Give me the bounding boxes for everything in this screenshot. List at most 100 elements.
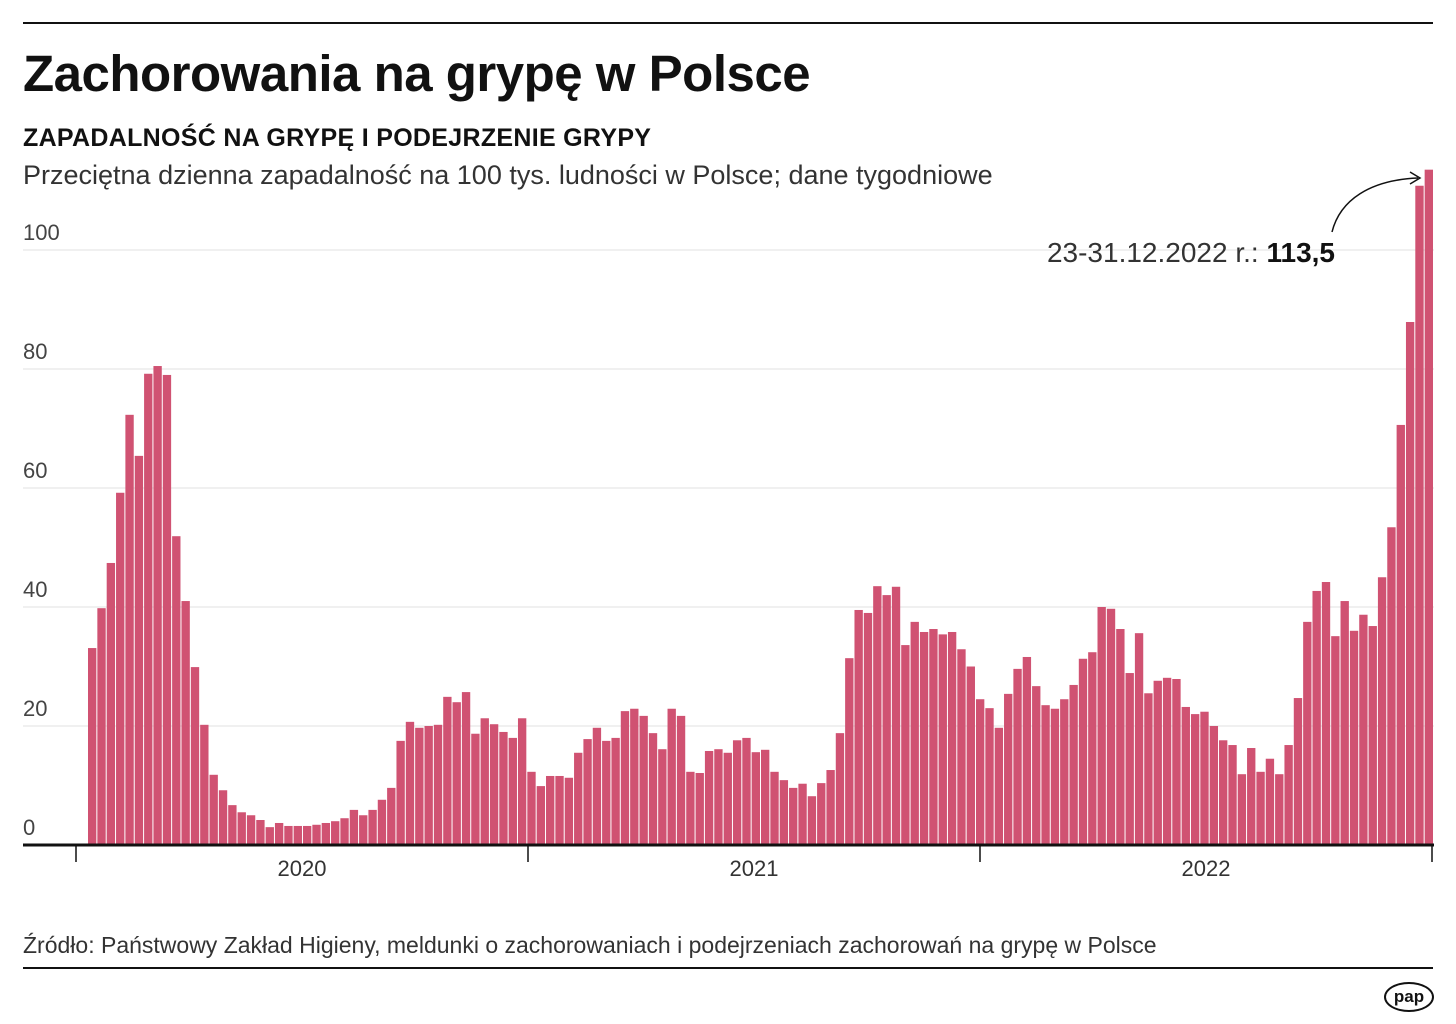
y-tick-label: 80 — [23, 339, 47, 364]
peak-annotation: 23-31.12.2022 r.: 113,5 — [1047, 171, 1422, 268]
bar — [620, 711, 630, 845]
bar — [798, 783, 807, 845]
bar — [368, 809, 377, 845]
bar — [910, 621, 919, 845]
annotation-label: 23-31.12.2022 r.: — [1047, 237, 1267, 268]
y-tick-label: 0 — [23, 815, 35, 840]
bar — [274, 822, 284, 845]
bar — [863, 612, 873, 845]
bar — [424, 726, 433, 845]
bar — [676, 715, 686, 845]
bar — [658, 749, 667, 845]
bar — [947, 631, 957, 845]
y-tick-label: 20 — [23, 696, 47, 721]
bar — [1162, 677, 1172, 845]
bar — [639, 715, 648, 845]
bar — [994, 727, 1004, 845]
bar — [592, 727, 602, 845]
bar — [583, 739, 592, 845]
bar — [1377, 577, 1387, 845]
x-tick-label: 2022 — [1182, 856, 1231, 881]
bar — [770, 771, 779, 845]
bar — [302, 825, 312, 845]
bar — [312, 824, 321, 845]
bar — [116, 492, 125, 845]
bar — [1013, 668, 1022, 845]
bar — [396, 740, 405, 845]
bar — [1097, 607, 1106, 845]
bar — [508, 737, 517, 845]
bar — [218, 790, 228, 845]
bar — [452, 702, 461, 845]
bar — [499, 731, 508, 845]
bar — [1032, 686, 1041, 845]
bar — [144, 373, 153, 845]
bar — [1144, 693, 1153, 845]
bar — [938, 634, 947, 845]
bar — [237, 812, 246, 845]
bar — [1153, 680, 1162, 845]
x-tick-label: 2021 — [730, 856, 779, 881]
bar — [1200, 711, 1209, 845]
bar — [162, 374, 172, 845]
bottom-rule — [23, 967, 1433, 969]
bar — [985, 708, 994, 845]
bar — [1041, 705, 1050, 845]
bar — [1237, 774, 1247, 845]
bar — [1050, 708, 1060, 845]
svg-text:23-31.12.2022 r.: 113,5: 23-31.12.2022 r.: 113,5 — [1047, 237, 1335, 268]
bar — [807, 796, 817, 845]
bar — [648, 733, 658, 845]
bar — [1078, 658, 1088, 845]
bar — [1256, 771, 1265, 845]
bar — [975, 699, 985, 845]
bar — [1022, 656, 1032, 845]
bar — [387, 787, 396, 845]
bar — [873, 586, 882, 845]
bar — [1228, 745, 1237, 845]
bar — [779, 780, 789, 845]
bar — [377, 799, 387, 845]
bar — [817, 783, 826, 845]
bar — [919, 631, 929, 845]
bar — [1284, 745, 1293, 845]
bar — [246, 815, 256, 845]
bar — [966, 666, 975, 845]
bar — [209, 774, 218, 845]
bar — [256, 820, 265, 845]
bar — [153, 366, 162, 845]
bar — [574, 752, 583, 845]
bar — [471, 733, 480, 845]
bar — [761, 749, 770, 845]
bar — [630, 708, 639, 845]
bar — [1247, 748, 1256, 845]
y-tick-label: 40 — [23, 577, 47, 602]
bar — [602, 740, 611, 845]
bar — [517, 718, 527, 845]
bar — [835, 733, 845, 845]
bar — [1349, 630, 1359, 845]
bar — [125, 414, 134, 845]
bar — [1209, 726, 1219, 845]
bar — [751, 752, 760, 845]
bar — [1387, 527, 1396, 845]
bar — [1331, 636, 1340, 845]
bar — [723, 752, 732, 845]
arrowhead — [1409, 171, 1422, 185]
bar — [1275, 774, 1284, 845]
bar — [1340, 601, 1349, 845]
bar — [704, 750, 714, 845]
bar — [1060, 699, 1069, 845]
bar — [349, 809, 359, 845]
bar — [789, 787, 798, 845]
bar — [1312, 590, 1321, 845]
bar — [1106, 608, 1116, 845]
bar — [714, 749, 723, 845]
bar — [1415, 185, 1424, 846]
bar — [1405, 321, 1415, 845]
bar — [405, 721, 415, 845]
bar — [929, 629, 938, 845]
bar — [1293, 698, 1303, 845]
bar — [181, 601, 190, 845]
